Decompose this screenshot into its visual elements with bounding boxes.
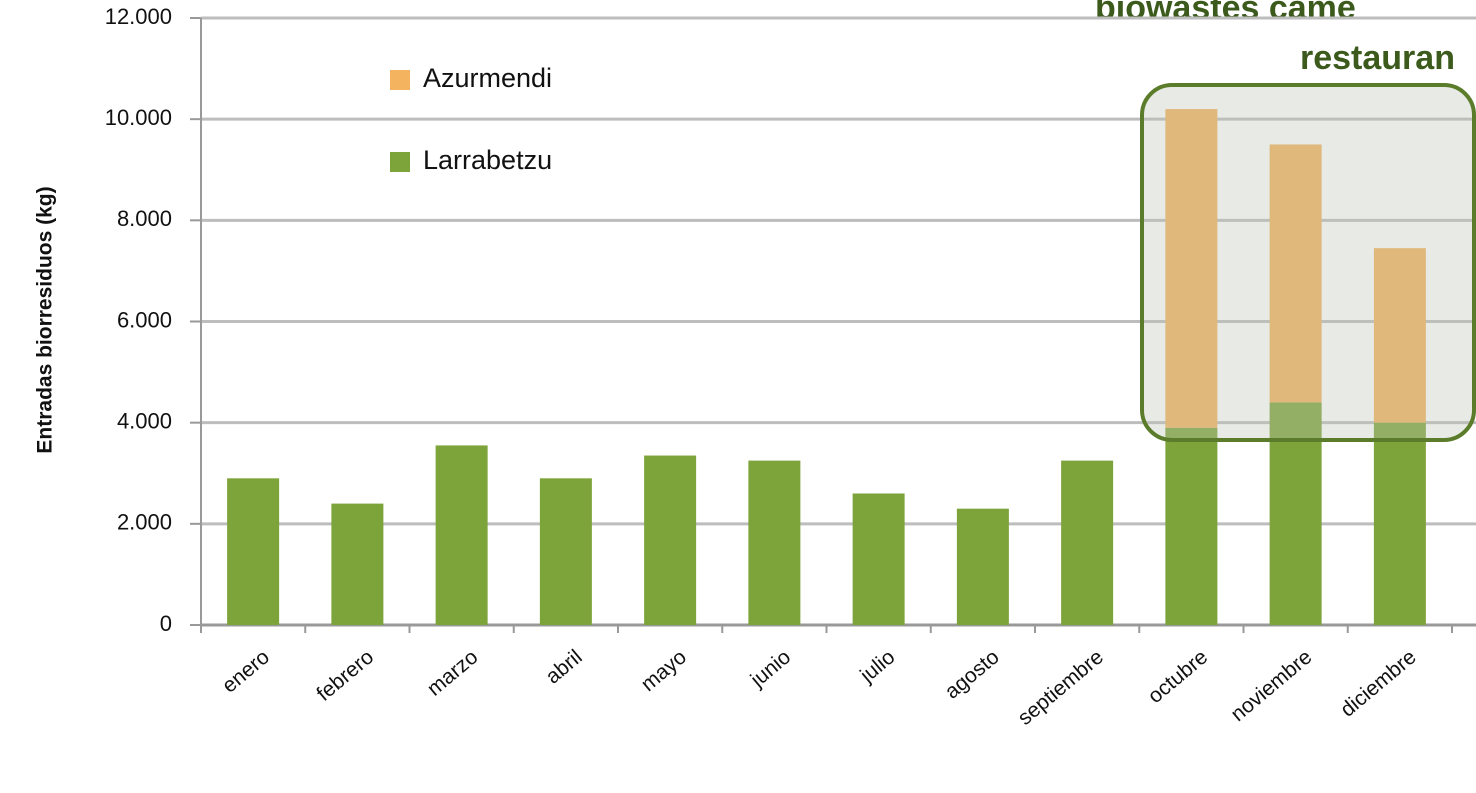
bar: [1165, 109, 1218, 428]
y-tick-label: 12.000: [105, 4, 172, 29]
bar: [956, 508, 1009, 625]
x-tick-label: julio: [855, 645, 899, 687]
annotation: restauran: [1300, 39, 1455, 77]
x-tick-label: abril: [541, 645, 586, 688]
bar: [644, 455, 697, 625]
y-tick-label: 10.000: [105, 105, 172, 130]
legend-label: Azurmendi: [423, 63, 552, 93]
bar: [435, 445, 488, 625]
bar: [331, 503, 384, 625]
legend-label: Larrabetzu: [423, 145, 552, 175]
bar: [748, 460, 801, 625]
bar: [1373, 422, 1426, 625]
x-tick-label: agosto: [941, 645, 1004, 703]
x-tick-label: septiembre: [1014, 645, 1108, 729]
x-tick-label: diciembre: [1336, 645, 1421, 721]
bar: [1269, 144, 1322, 403]
x-tick-label: marzo: [423, 645, 482, 700]
bar: [852, 493, 905, 625]
x-tick-label: enero: [218, 645, 274, 697]
y-tick-label: 6.000: [117, 307, 172, 332]
x-tick-label: octubre: [1144, 645, 1212, 708]
annotation: biowastes came: [1095, 0, 1356, 27]
bar: [1373, 248, 1426, 423]
legend-swatch: [390, 152, 410, 172]
y-tick-label: 4.000: [117, 408, 172, 433]
y-axis-title: Entradas biorresiduos (kg): [34, 186, 57, 453]
x-tick-label: noviembre: [1227, 645, 1317, 726]
y-tick-label: 0: [160, 611, 172, 636]
x-tick-label: febrero: [312, 645, 378, 705]
x-tick-label: junio: [746, 645, 796, 692]
bar: [1165, 427, 1218, 625]
legend-swatch: [390, 70, 410, 90]
bar: [539, 478, 592, 625]
y-tick-label: 8.000: [117, 206, 172, 231]
x-tick-label: mayo: [637, 645, 691, 696]
bar: [1061, 460, 1114, 625]
bar: [227, 478, 280, 625]
y-tick-label: 2.000: [117, 510, 172, 535]
highlight-box: [1140, 83, 1476, 442]
